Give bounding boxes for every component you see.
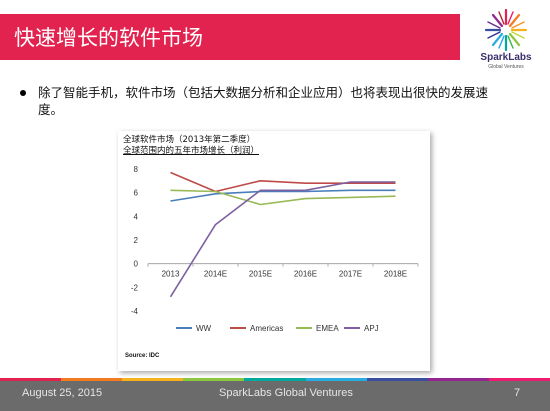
x-tick-label: 2018E [384,270,407,279]
slide-title: 快速增长的软件市场 [14,26,203,50]
x-tick-label: 2014E [204,270,227,279]
footer-date: August 25, 2015 [22,387,103,399]
logo-brand-name: SparkLabs [480,52,532,63]
legend-label: APJ [364,324,379,333]
legend-label: WW [196,324,212,333]
bullet-text: 除了智能手机，软件市场（包括大数据分析和企业应用）也将表现出很快的发展速度。 [38,85,489,117]
x-tick-label: 2013 [162,270,180,279]
y-tick-label: 6 [134,189,139,198]
legend-label: EMEA [316,324,339,333]
footer-page-number: 7 [514,387,521,399]
footer-company: SparkLabs Global Ventures [219,387,353,399]
footer: August 25, 2015 SparkLabs Global Venture… [0,378,550,411]
chart-title-line-1: 全球软件市场（2013年第二季度） [123,135,256,145]
x-tick-label: 2017E [339,270,362,279]
x-tick-label: 2016E [294,270,317,279]
line-chart: 8 6 4 2 0 -2 -4 2013 2014E 2015E 2016E 2017E 2018E WW… [131,165,419,333]
footer-color-stripe [0,378,550,381]
y-tick-label: 4 [134,212,139,221]
chart-source: Source: IDC [125,353,160,359]
series-line-apj [169,181,396,298]
y-tick-label: -4 [131,307,139,316]
y-tick-label: 0 [134,260,139,269]
logo-tagline: Global Ventures [488,64,524,70]
x-tick-label: 2015E [249,270,272,279]
series-line-ww [170,189,396,202]
legend-label: Americas [250,324,283,333]
bullet-icon [20,90,26,96]
series-line-americas [170,171,396,193]
chart-title-line-2: 全球范围内的五年市场增长（利润） [123,146,260,156]
series-line-emea [170,189,396,206]
chart-card: 8 6 4 2 0 -2 -4 2013 2014E 2015E 2016E 2017E 2018E WW… [118,131,430,371]
y-tick-label: 8 [134,165,139,174]
sparklabs-logo: SparkLabs Global Ventures [470,8,542,74]
y-tick-label: -2 [131,283,139,292]
chart-title: 全球软件市场（2013年第二季度） 全球范围内的五年市场增长（利润） [123,135,259,157]
starburst-icon [484,8,528,52]
y-tick-label: 2 [134,236,139,245]
title-bar: 快速增长的软件市场 [0,14,460,60]
